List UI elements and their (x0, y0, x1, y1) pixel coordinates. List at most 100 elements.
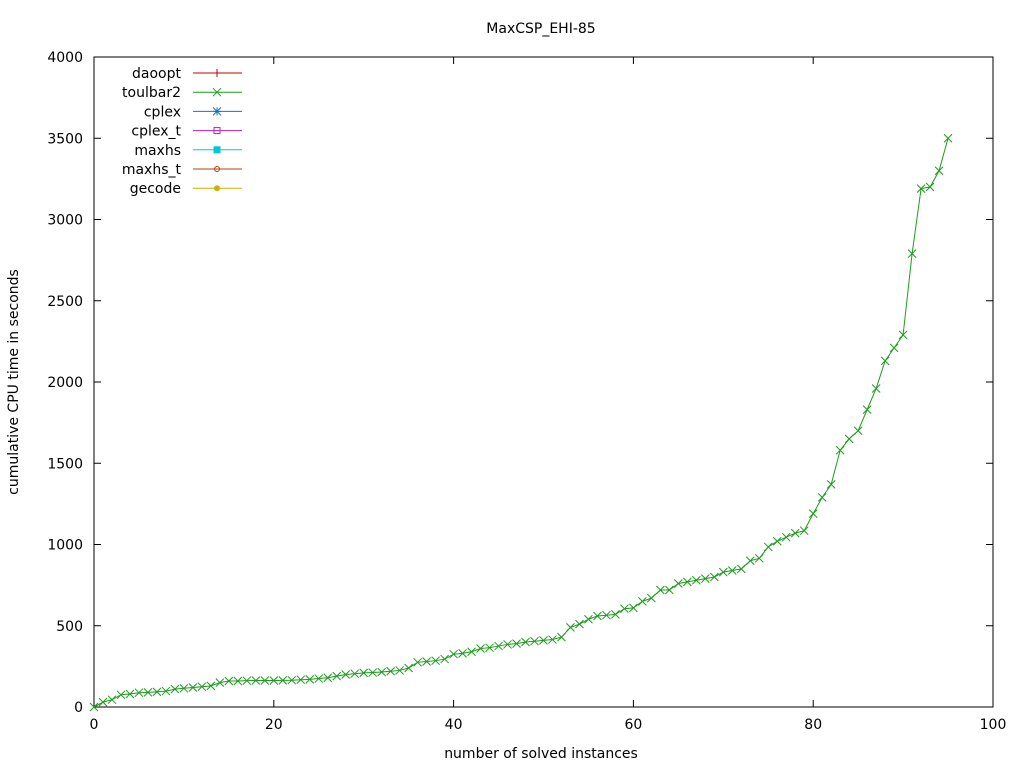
data-point (116, 690, 126, 700)
legend-item-maxhs_t: maxhs_t (122, 162, 242, 178)
x-tick-label: 20 (265, 717, 283, 733)
legend-marker (213, 146, 221, 154)
data-point (566, 623, 575, 632)
data-point (215, 678, 225, 687)
y-tick-label: 0 (74, 700, 83, 716)
data-point (260, 676, 270, 685)
series-line (93, 138, 949, 708)
data-point (341, 670, 351, 679)
data-point (206, 681, 216, 691)
data-point (125, 689, 135, 699)
data-point (395, 666, 405, 675)
data-point (557, 632, 566, 642)
data-point (943, 133, 953, 143)
data-point (152, 687, 162, 697)
data-point (862, 405, 872, 414)
data-point (808, 509, 818, 518)
data-point (844, 434, 854, 444)
data-point (449, 649, 458, 659)
data-point (485, 643, 494, 653)
data-point (521, 637, 530, 647)
data-point (305, 675, 315, 684)
series-toulbar2 (89, 133, 953, 712)
data-point (458, 649, 467, 658)
data-point (673, 579, 683, 588)
legend-item-cplex: cplex (144, 104, 242, 120)
legend-label: toulbar2 (122, 85, 181, 101)
y-tick-label: 4000 (47, 50, 83, 66)
data-point (620, 604, 629, 614)
data-point (233, 676, 243, 686)
data-point (898, 330, 908, 340)
data-point (179, 683, 189, 693)
data-point (269, 676, 279, 685)
data-point (386, 666, 396, 676)
legend-label: daoopt (132, 66, 181, 82)
data-point (242, 676, 252, 686)
data-point (584, 614, 593, 624)
data-point (413, 657, 422, 667)
data-point (889, 343, 899, 353)
data-point (170, 684, 180, 694)
legend-item-toulbar2: toulbar2 (122, 85, 242, 101)
data-point (467, 647, 476, 657)
data-point (422, 657, 431, 666)
data-point (853, 426, 863, 436)
data-point (718, 567, 728, 577)
x-tick-label: 40 (445, 717, 463, 733)
data-point (880, 356, 890, 366)
legend-marker (214, 166, 220, 172)
data-point (368, 668, 378, 677)
data-point (665, 585, 674, 595)
data-point (134, 688, 144, 698)
y-tick-label: 3000 (47, 213, 83, 229)
legend-item-daoopt: daoopt (132, 66, 242, 82)
legend-marker (213, 127, 221, 135)
legend-label: maxhs (134, 143, 181, 159)
data-point (251, 676, 261, 685)
data-point (278, 675, 288, 685)
legend-label: cplex_t (131, 124, 181, 140)
x-axis-label: number of solved instances (444, 746, 638, 762)
data-point (575, 619, 584, 629)
legend-marker (212, 107, 222, 116)
data-point (691, 575, 701, 585)
data-point (359, 668, 369, 678)
data-point (323, 673, 333, 683)
legend-marker (213, 69, 221, 77)
legend-item-gecode: gecode (130, 181, 242, 197)
data-point (89, 702, 99, 712)
legend-item-cplex_t: cplex_t (131, 124, 242, 140)
legend-label: gecode (130, 181, 181, 197)
data-point (377, 667, 387, 677)
data-point (350, 669, 360, 679)
data-point (907, 249, 917, 258)
data-point (107, 695, 117, 705)
data-point (772, 536, 782, 546)
y-tick-label: 2500 (47, 294, 83, 310)
x-axis: 0 20 40 60 80 100 (90, 57, 1006, 733)
data-point (781, 532, 791, 542)
data-point (916, 184, 926, 193)
y-tick-label: 1500 (47, 456, 83, 472)
data-point (512, 639, 521, 648)
data-point (629, 603, 638, 613)
data-point (224, 676, 234, 686)
data-point (332, 671, 342, 681)
legend-marker (212, 87, 222, 97)
plot-frame (93, 56, 994, 708)
data-point (431, 656, 440, 666)
data-point (799, 526, 809, 536)
data-point (682, 577, 692, 587)
y-tick-label: 2000 (47, 375, 83, 391)
y-tick-label: 500 (56, 619, 83, 635)
data-point (638, 597, 647, 606)
data-point (98, 697, 108, 707)
legend-marker (214, 185, 220, 192)
data-point (934, 166, 944, 176)
data-point (602, 610, 611, 620)
legend-label: cplex (144, 104, 181, 120)
data-point (296, 675, 306, 685)
data-point (404, 663, 414, 673)
